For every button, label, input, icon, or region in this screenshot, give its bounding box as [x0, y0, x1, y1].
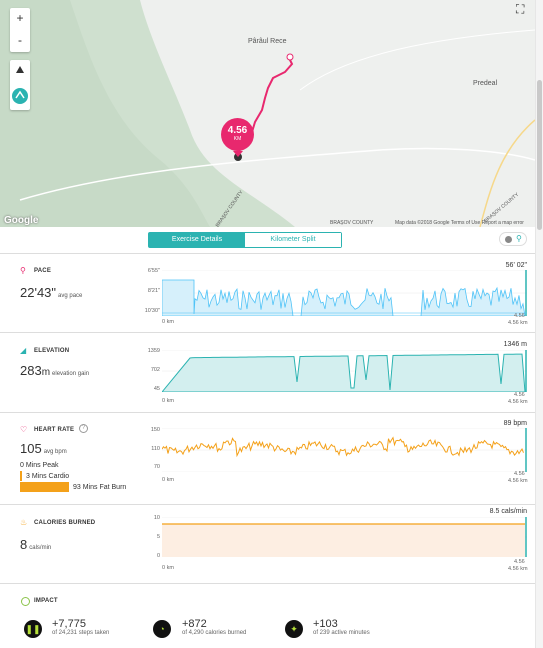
elevation-chart[interactable]: [162, 350, 527, 392]
impact-title: IMPACT: [34, 598, 58, 604]
map-orientation-control[interactable]: [10, 60, 30, 110]
calories-title: CALORIES BURNED: [34, 520, 96, 526]
heart-rate-chart[interactable]: [162, 428, 527, 472]
fullscreen-icon[interactable]: ⛶: [516, 2, 525, 16]
heart-y-tick: 70: [153, 464, 160, 470]
tab-exercise-details[interactable]: Exercise Details: [149, 233, 245, 247]
elevation-y-tick: 45: [153, 386, 160, 392]
pace-x-start: 0 km: [162, 319, 174, 325]
elevation-y-tick: 702: [150, 367, 160, 373]
impact-calories: +872 of 4,290 calories burned: [182, 618, 247, 636]
calories-x-end-top: 4.56: [514, 559, 525, 565]
calories-area: [162, 524, 525, 557]
pace-value: 22'43" avg pace: [20, 285, 83, 300]
tab-kilometer-split[interactable]: Kilometer Split: [245, 233, 341, 247]
pace-y-tick: 8'21": [147, 288, 160, 294]
hr-zone-peak: 0 Mins Peak: [20, 462, 59, 469]
calories-max-label: 8.5 cals/min: [489, 508, 527, 515]
scrollbar-track[interactable]: [535, 0, 543, 648]
impact-steps: +7,775 of 24,231 steps taken: [52, 618, 110, 636]
pace-x-end-top: 4.56: [514, 313, 525, 319]
heart-x-start: 0 km: [162, 477, 174, 483]
elevation-max-label: 1346 m: [503, 341, 527, 348]
elevation-x-end: 4.56 km: [508, 399, 528, 405]
pace-max-label: 56' 02": [505, 262, 527, 269]
elevation-area: [162, 353, 526, 392]
calories-chart[interactable]: [162, 517, 527, 557]
view-toggle[interactable]: ⚲: [499, 232, 527, 246]
pace-y-tick: 10'30": [144, 308, 160, 314]
mountain-icon: ◢: [20, 346, 27, 355]
hr-zone-cardio: 3 Mins Cardio: [20, 471, 69, 482]
pace-chart[interactable]: [162, 270, 527, 316]
calories-y-tick: 5: [156, 534, 160, 540]
divider: [0, 412, 535, 413]
impact-icon: [21, 597, 30, 606]
heart-rate-max-label: 89 bpm: [503, 420, 527, 427]
elevation-value: 283m elevation gain: [20, 363, 90, 378]
zoom-in-button[interactable]: +: [16, 11, 24, 25]
divider: [0, 332, 535, 333]
steps-icon: ❚❚: [24, 620, 42, 638]
calories-impact-icon: ◔: [153, 620, 171, 638]
location-pin-icon: ⚲: [516, 234, 522, 243]
elevation-title: ELEVATION: [34, 348, 70, 354]
location-pin-icon: ⚲: [20, 266, 26, 275]
circle-icon: [505, 236, 512, 243]
north-arrow-icon: [16, 66, 24, 73]
flame-icon: ♨: [20, 518, 28, 527]
elevation-y-tick: 1359: [147, 348, 160, 354]
recenter-icon: [12, 88, 28, 104]
active-minutes-icon: ✦: [285, 620, 303, 638]
pace-y-tick: 6'55": [147, 268, 160, 274]
pace-area: [162, 279, 526, 316]
pace-title: PACE: [34, 268, 52, 274]
calories-y-tick: 10: [153, 515, 160, 521]
hr-zone-fat-burn: 93 Mins Fat Burn: [20, 482, 126, 493]
detail-tabs: Exercise Details Kilometer Split: [148, 232, 342, 248]
map-place-label: Predeal: [473, 80, 498, 87]
divider: [0, 583, 535, 584]
info-icon[interactable]: ?: [79, 424, 88, 433]
heart-rate-title: HEART RATE: [34, 427, 75, 433]
map-attribution[interactable]: Map data ©2018 Google Terms of Use Repor…: [395, 220, 524, 226]
heart-x-end-top: 4.56: [514, 471, 525, 477]
heart-x-end: 4.56 km: [508, 478, 528, 484]
calories-x-end: 4.56 km: [508, 566, 528, 572]
heart-rate-value: 105 avg bpm: [20, 441, 67, 456]
calories-value: 8 cals/min: [20, 537, 52, 552]
map-terrain: [0, 0, 535, 227]
zoom-out-button[interactable]: -: [18, 33, 22, 47]
pace-x-end: 4.56 km: [508, 320, 528, 326]
scrollbar-thumb[interactable]: [537, 80, 542, 230]
distance-badge: 4.56 KM: [221, 118, 254, 151]
google-logo: Google: [4, 215, 39, 226]
map-place-label: Pârâul Rece: [248, 38, 287, 45]
heart-rate-line: [162, 436, 524, 458]
zoom-control: + -: [10, 8, 30, 52]
elevation-x-start: 0 km: [162, 398, 174, 404]
heart-y-tick: 110: [151, 446, 160, 452]
elevation-x-end-top: 4.56: [514, 392, 525, 398]
divider: [0, 253, 535, 254]
map-road-label: BRAȘOV COUNTY: [330, 220, 374, 226]
route-start-marker: [286, 53, 294, 61]
heart-y-tick: 150: [150, 427, 160, 433]
calories-y-tick: 0: [156, 553, 160, 559]
divider: [0, 504, 535, 505]
route-map[interactable]: + - ⛶ Pârâul Rece Predeal BRAȘOV COUNTY …: [0, 0, 535, 227]
impact-active: +103 of 239 active minutes: [313, 618, 370, 636]
heart-icon: ♡: [20, 425, 28, 434]
calories-x-start: 0 km: [162, 565, 174, 571]
